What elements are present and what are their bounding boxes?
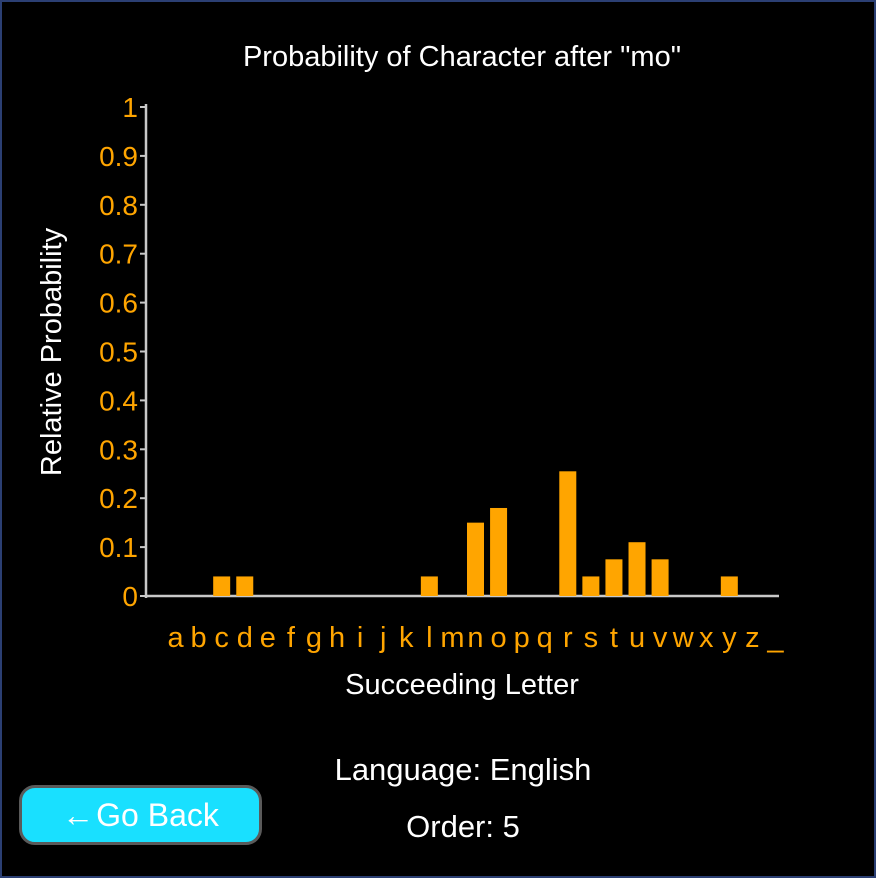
x-tick-label: d [237, 622, 253, 654]
x-tick-label: q [537, 622, 553, 654]
y-tick-label: 0.3 [99, 434, 138, 465]
bar-t [605, 559, 623, 596]
x-tick-label: i [357, 622, 363, 654]
x-tick-label: l [426, 622, 432, 654]
y-tick-label: 0.8 [99, 190, 138, 221]
bar-d [236, 576, 254, 596]
go-back-label: Go Back [96, 796, 219, 833]
bar-r [559, 471, 577, 596]
x-tick-label: h [329, 622, 345, 654]
bar-v [651, 559, 669, 596]
x-tick-label: u [629, 622, 645, 654]
x-tick-label: _ [766, 622, 784, 654]
x-tick-label: j [379, 622, 386, 654]
bar-u [628, 542, 646, 596]
x-tick-label: r [563, 622, 573, 654]
x-tick-label: c [214, 622, 229, 654]
y-tick-label: 0.7 [99, 239, 138, 270]
y-tick-label: 0.2 [99, 483, 138, 514]
x-tick-label: k [399, 622, 414, 654]
x-tick-label: v [653, 622, 668, 654]
y-tick-label: 1 [122, 92, 138, 123]
x-tick-label: p [514, 622, 530, 654]
x-tick-label: e [260, 622, 276, 654]
bar-o [490, 507, 508, 596]
x-tick-label: z [745, 622, 760, 654]
x-tick-label: n [467, 622, 483, 654]
y-tick-label: 0.4 [99, 385, 138, 416]
x-tick-label: f [287, 622, 296, 654]
x-tick-label: o [491, 622, 507, 654]
y-tick-label: 0.5 [99, 337, 138, 368]
x-tick-label: g [306, 622, 322, 654]
x-tick-label: w [672, 622, 695, 654]
order-label: Order: 5 [406, 809, 520, 844]
x-tick-label: y [722, 622, 737, 654]
bar-c [213, 576, 231, 596]
go-back-button[interactable]: ← Go Back [19, 785, 262, 845]
bar-s [582, 576, 600, 596]
y-tick-label: 0.1 [99, 532, 138, 563]
x-tick-label: b [191, 622, 207, 654]
left-arrow-icon: ← [62, 796, 95, 833]
x-tick-label: s [584, 622, 599, 654]
x-tick-label: m [440, 622, 464, 654]
language-label: Language: English [334, 752, 592, 787]
chart-title: Probability of Character after "mo" [243, 41, 681, 73]
y-tick-label: 0.6 [99, 288, 138, 319]
x-axis-label: Succeeding Letter [345, 669, 579, 701]
bar-y [720, 576, 738, 596]
x-tick-label: x [699, 622, 714, 654]
bar-n [467, 522, 484, 596]
x-tick-label: a [167, 622, 184, 654]
y-tick-label: 0 [122, 581, 138, 612]
bar-l [420, 576, 438, 596]
x-tick-label: t [610, 622, 618, 654]
y-tick-label: 0.9 [99, 141, 138, 172]
y-axis-label: Relative Probability [36, 227, 68, 476]
